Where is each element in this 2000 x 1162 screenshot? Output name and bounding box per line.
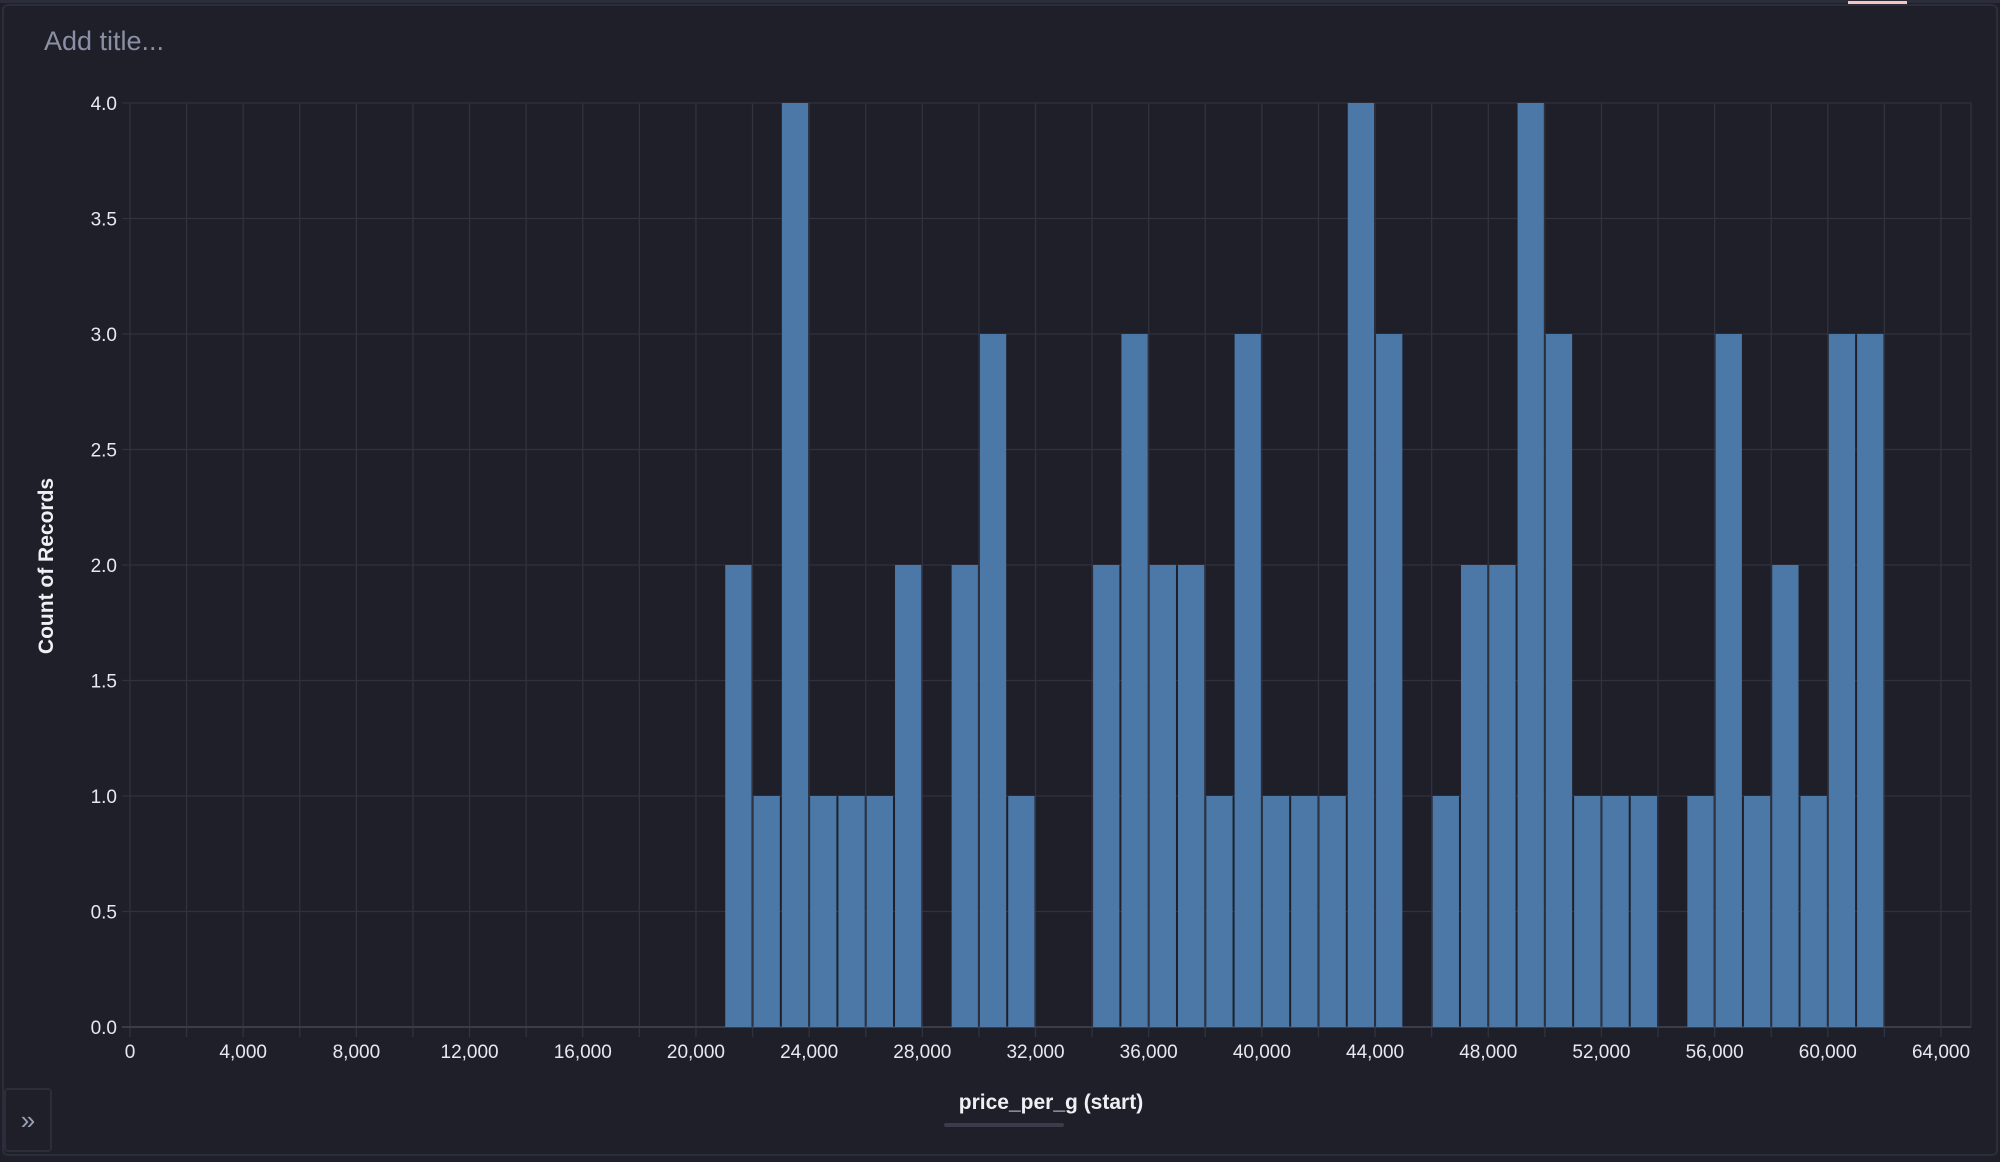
y-tick-label: 0.0	[91, 1018, 117, 1039]
histogram-bar[interactable]	[1489, 565, 1516, 1027]
histogram-bar[interactable]	[1319, 796, 1346, 1027]
histogram-bar[interactable]	[979, 334, 1007, 1027]
histogram-bar[interactable]	[1262, 796, 1290, 1027]
x-tick-label: 48,000	[1459, 1042, 1517, 1063]
chart-title-input[interactable]: Add title...	[44, 26, 165, 56]
y-tick-label: 0.5	[91, 903, 117, 924]
y-tick-label: 1.5	[91, 672, 117, 693]
histogram-bar[interactable]	[1376, 334, 1403, 1027]
histogram-bar[interactable]	[1121, 334, 1148, 1027]
x-tick-label: 4,000	[219, 1042, 267, 1063]
y-tick-label: 1.0	[91, 787, 117, 808]
x-tick-label: 56,000	[1686, 1042, 1744, 1063]
histogram-bar[interactable]	[1574, 796, 1601, 1027]
x-tick-label: 16,000	[554, 1042, 612, 1063]
histogram-bar[interactable]	[781, 103, 809, 1027]
histogram-bar[interactable]	[1743, 796, 1771, 1027]
histogram-bar[interactable]	[1347, 103, 1375, 1027]
x-tick-label: 20,000	[667, 1042, 725, 1063]
x-tick-label: 44,000	[1346, 1042, 1404, 1063]
x-axis-label: price_per_g (start)	[959, 1091, 1143, 1114]
histogram-bar[interactable]	[1800, 796, 1827, 1027]
histogram-bar[interactable]	[1857, 334, 1884, 1027]
y-tick-label: 2.0	[91, 556, 117, 577]
histogram-bar[interactable]	[866, 796, 894, 1027]
chart-panel	[2, 4, 1998, 1156]
histogram-bar[interactable]	[1828, 334, 1856, 1027]
histogram-bar[interactable]	[1234, 334, 1261, 1027]
histogram-bar[interactable]	[1149, 565, 1176, 1027]
top-border	[0, 0, 2000, 3]
x-tick-label: 52,000	[1572, 1042, 1630, 1063]
histogram-bar[interactable]	[1630, 796, 1658, 1027]
histogram-bar[interactable]	[1093, 565, 1120, 1027]
histogram-bar[interactable]	[1460, 565, 1488, 1027]
histogram-bar[interactable]	[1772, 565, 1799, 1027]
x-tick-label: 28,000	[893, 1042, 951, 1063]
active-tab-indicator	[1848, 1, 1907, 4]
y-tick-label: 3.0	[91, 325, 117, 346]
x-tick-label: 64,000	[1912, 1042, 1970, 1063]
x-tick-label: 36,000	[1120, 1042, 1178, 1063]
histogram-bar[interactable]	[1177, 565, 1205, 1027]
x-tick-label: 40,000	[1233, 1042, 1291, 1063]
horizontal-scrollbar[interactable]	[944, 1123, 1064, 1127]
histogram-bar[interactable]	[753, 796, 780, 1027]
x-tick-label: 12,000	[441, 1042, 499, 1063]
expand-sidebar-icon[interactable]: »	[4, 1088, 52, 1152]
y-tick-label: 4.0	[91, 94, 117, 115]
histogram-bar[interactable]	[1432, 796, 1459, 1027]
x-tick-label: 32,000	[1006, 1042, 1064, 1063]
histogram-bar[interactable]	[1602, 796, 1629, 1027]
histogram-bar[interactable]	[725, 565, 752, 1027]
y-tick-label: 3.5	[91, 210, 117, 231]
histogram-bar[interactable]	[1545, 334, 1573, 1027]
x-tick-label: 24,000	[780, 1042, 838, 1063]
histogram-bar[interactable]	[810, 796, 837, 1027]
histogram-bar[interactable]	[951, 565, 978, 1027]
histogram-bar[interactable]	[1687, 796, 1714, 1027]
y-axis-label: Count of Records	[35, 478, 58, 654]
histogram-bar[interactable]	[1206, 796, 1233, 1027]
x-tick-label: 8,000	[333, 1042, 381, 1063]
y-tick-label: 2.5	[91, 441, 117, 462]
x-tick-label: 0	[125, 1042, 136, 1063]
histogram-bar[interactable]	[1715, 334, 1742, 1027]
histogram-bar[interactable]	[1008, 796, 1035, 1027]
histogram-bar[interactable]	[838, 796, 865, 1027]
histogram-bar[interactable]	[1517, 103, 1544, 1027]
x-tick-label: 60,000	[1799, 1042, 1857, 1063]
histogram-bar[interactable]	[895, 565, 922, 1027]
histogram-bar[interactable]	[1291, 796, 1318, 1027]
